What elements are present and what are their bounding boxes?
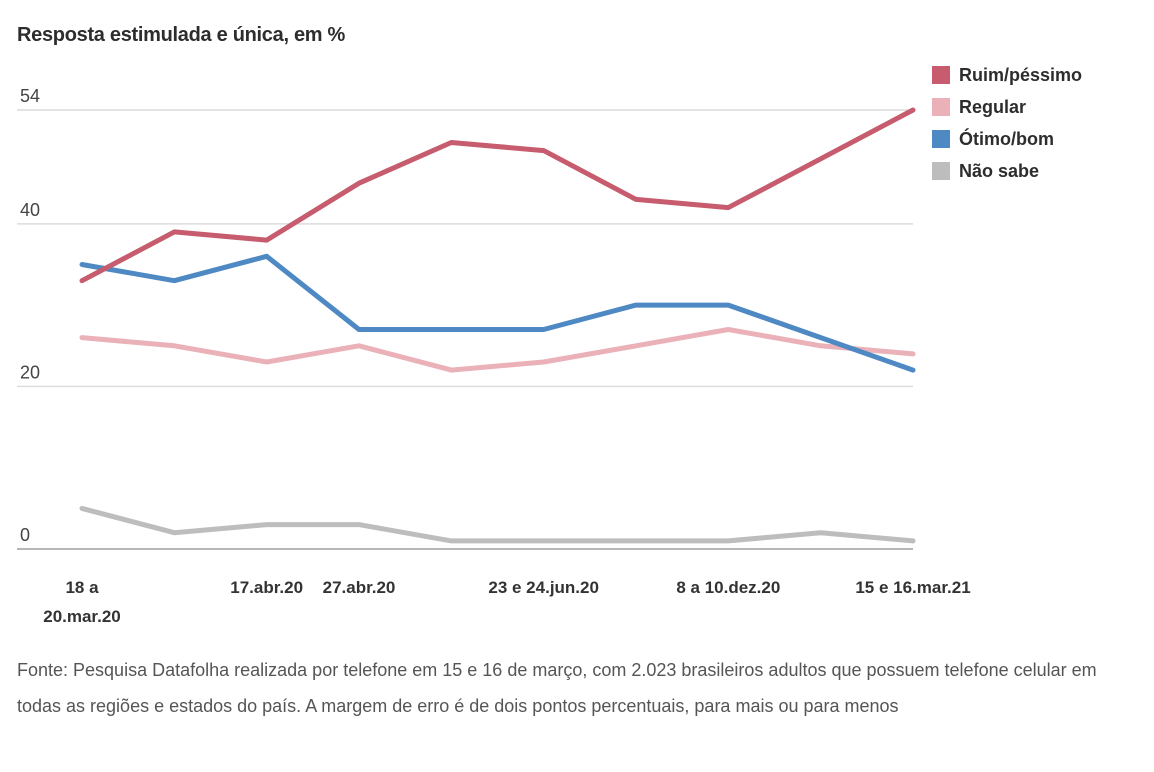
legend-swatch	[932, 130, 950, 148]
x-tick-label: 18 a 20.mar.20	[43, 578, 121, 626]
legend-label: Ruim/péssimo	[959, 64, 1083, 85]
legend-label: Regular	[959, 96, 1027, 117]
line-chart: 0 20 40 54 18 a 20.mar.20 17.abr.20 27.abr.20 2…	[17, 86, 971, 626]
series-line-3	[79, 505, 916, 544]
x-tick-label: 8 a 10.dez.20	[676, 578, 780, 597]
series-lines	[79, 107, 916, 544]
legend-swatch	[932, 98, 950, 116]
legend-label: Não sabe	[959, 160, 1040, 181]
legend-item-nao-sabe: Não sabe	[932, 155, 1082, 187]
y-tick-label: 20	[20, 362, 40, 382]
series-line-2	[79, 253, 916, 373]
chart-title: Resposta estimulada e única, em %	[17, 24, 346, 46]
legend-label: Ótimo/bom	[959, 128, 1054, 149]
legend-item-ruim-pessimo: Ruim/péssimo	[932, 59, 1082, 91]
series-line-1	[79, 327, 916, 373]
y-tick-label: 0	[20, 525, 30, 545]
y-axis-ticks: 0 20 40 54	[20, 86, 40, 545]
legend-swatch	[932, 66, 950, 84]
x-tick-label: 15 e 16.mar.21	[855, 578, 970, 597]
y-tick-label: 40	[20, 200, 40, 220]
source-note: Fonte: Pesquisa Datafolha realizada por …	[17, 660, 1097, 716]
legend-item-regular: Regular	[932, 91, 1082, 123]
legend-swatch	[932, 162, 950, 180]
y-tick-label: 54	[20, 86, 40, 106]
x-axis-ticks: 18 a 20.mar.20 17.abr.20 27.abr.20 23 e 24.j…	[43, 578, 970, 626]
series-line-0	[79, 107, 916, 284]
legend: Ruim/péssimo Regular Ótimo/bom Não sabe	[932, 59, 1082, 187]
legend-item-otimo-bom: Ótimo/bom	[932, 123, 1082, 155]
x-tick-label: 17.abr.20	[230, 578, 303, 597]
x-tick-label: 27.abr.20	[323, 578, 396, 597]
gridlines	[17, 109, 913, 550]
x-tick-label: 23 e 24.jun.20	[488, 578, 599, 597]
